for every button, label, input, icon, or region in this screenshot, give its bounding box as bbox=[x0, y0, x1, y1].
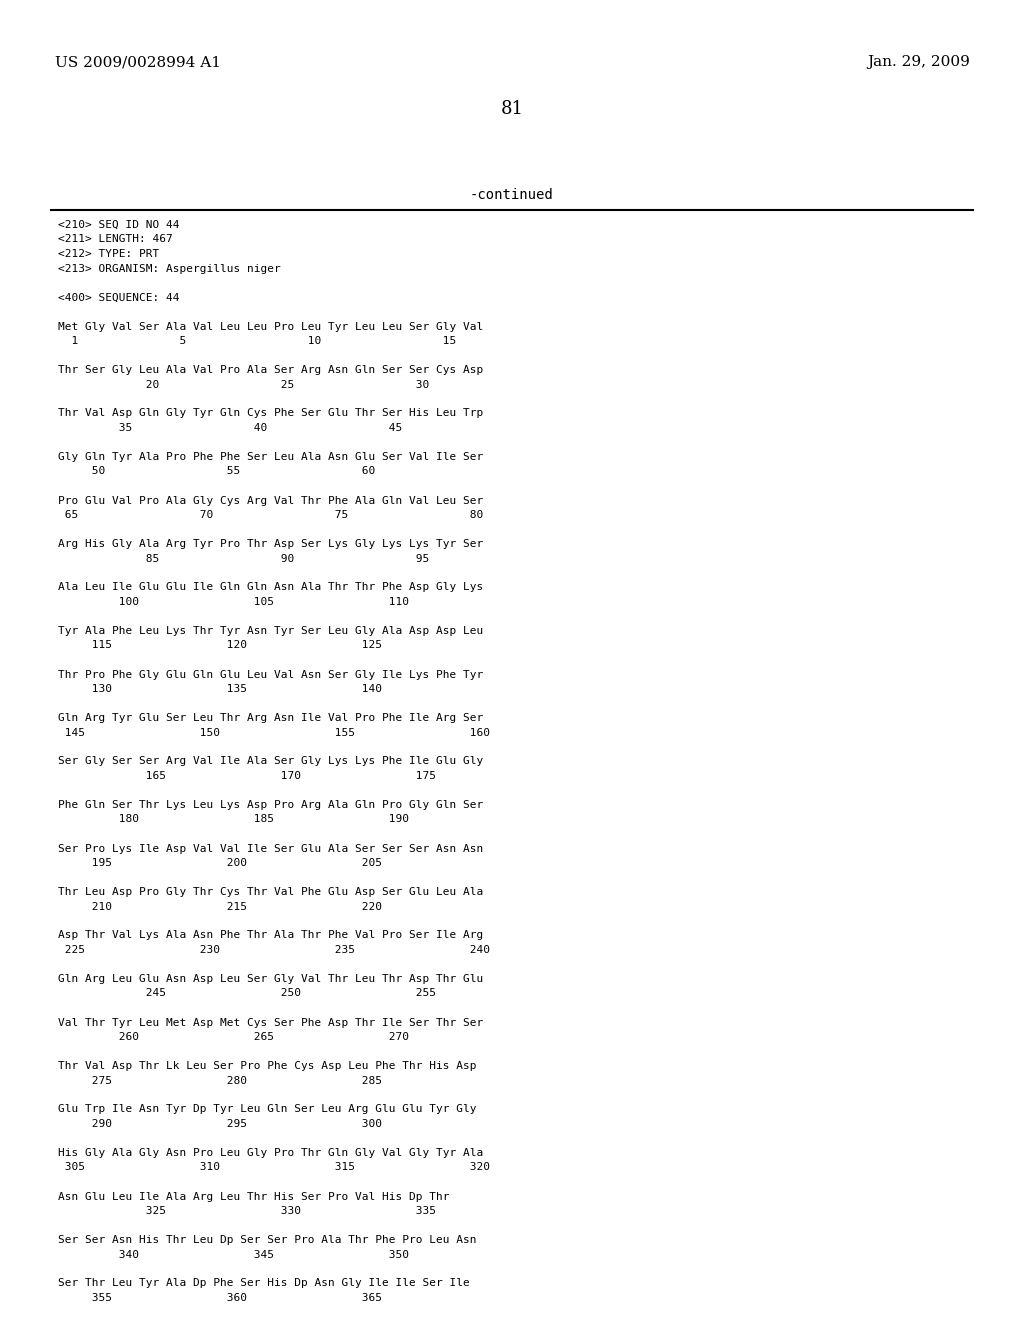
Text: Thr Leu Asp Pro Gly Thr Cys Thr Val Phe Glu Asp Ser Glu Leu Ala: Thr Leu Asp Pro Gly Thr Cys Thr Val Phe … bbox=[58, 887, 483, 898]
Text: Met Gly Val Ser Ala Val Leu Leu Pro Leu Tyr Leu Leu Ser Gly Val: Met Gly Val Ser Ala Val Leu Leu Pro Leu … bbox=[58, 322, 483, 331]
Text: 145                 150                 155                 160: 145 150 155 160 bbox=[58, 727, 490, 738]
Text: <211> LENGTH: 467: <211> LENGTH: 467 bbox=[58, 235, 173, 244]
Text: 290                 295                 300: 290 295 300 bbox=[58, 1119, 382, 1129]
Text: Ala Leu Ile Glu Glu Ile Gln Gln Asn Ala Thr Thr Phe Asp Gly Lys: Ala Leu Ile Glu Glu Ile Gln Gln Asn Ala … bbox=[58, 582, 483, 593]
Text: Ser Gly Ser Ser Arg Val Ile Ala Ser Gly Lys Lys Phe Ile Glu Gly: Ser Gly Ser Ser Arg Val Ile Ala Ser Gly … bbox=[58, 756, 483, 767]
Text: 130                 135                 140: 130 135 140 bbox=[58, 684, 382, 694]
Text: 225                 230                 235                 240: 225 230 235 240 bbox=[58, 945, 490, 954]
Text: Pro Glu Val Pro Ala Gly Cys Arg Val Thr Phe Ala Gln Val Leu Ser: Pro Glu Val Pro Ala Gly Cys Arg Val Thr … bbox=[58, 495, 483, 506]
Text: 65                  70                  75                  80: 65 70 75 80 bbox=[58, 510, 483, 520]
Text: <210> SEQ ID NO 44: <210> SEQ ID NO 44 bbox=[58, 220, 179, 230]
Text: 260                 265                 270: 260 265 270 bbox=[58, 1032, 409, 1041]
Text: 305                 310                 315                 320: 305 310 315 320 bbox=[58, 1163, 490, 1172]
Text: Asp Thr Val Lys Ala Asn Phe Thr Ala Thr Phe Val Pro Ser Ile Arg: Asp Thr Val Lys Ala Asn Phe Thr Ala Thr … bbox=[58, 931, 483, 940]
Text: Ser Thr Leu Tyr Ala Dp Phe Ser His Dp Asn Gly Ile Ile Ser Ile: Ser Thr Leu Tyr Ala Dp Phe Ser His Dp As… bbox=[58, 1279, 470, 1288]
Text: Tyr Ala Phe Leu Lys Thr Tyr Asn Tyr Ser Leu Gly Ala Asp Asp Leu: Tyr Ala Phe Leu Lys Thr Tyr Asn Tyr Ser … bbox=[58, 626, 483, 636]
Text: Phe Gln Ser Thr Lys Leu Lys Asp Pro Arg Ala Gln Pro Gly Gln Ser: Phe Gln Ser Thr Lys Leu Lys Asp Pro Arg … bbox=[58, 800, 483, 810]
Text: 20                  25                  30: 20 25 30 bbox=[58, 380, 429, 389]
Text: <213> ORGANISM: Aspergillus niger: <213> ORGANISM: Aspergillus niger bbox=[58, 264, 281, 273]
Text: Thr Val Asp Thr Lk Leu Ser Pro Phe Cys Asp Leu Phe Thr His Asp: Thr Val Asp Thr Lk Leu Ser Pro Phe Cys A… bbox=[58, 1061, 476, 1071]
Text: Val Thr Tyr Leu Met Asp Met Cys Ser Phe Asp Thr Ile Ser Thr Ser: Val Thr Tyr Leu Met Asp Met Cys Ser Phe … bbox=[58, 1018, 483, 1027]
Text: 50                  55                  60: 50 55 60 bbox=[58, 466, 375, 477]
Text: Asn Glu Leu Ile Ala Arg Leu Thr His Ser Pro Val His Dp Thr: Asn Glu Leu Ile Ala Arg Leu Thr His Ser … bbox=[58, 1192, 450, 1201]
Text: Thr Val Asp Gln Gly Tyr Gln Cys Phe Ser Glu Thr Ser His Leu Trp: Thr Val Asp Gln Gly Tyr Gln Cys Phe Ser … bbox=[58, 408, 483, 418]
Text: 85                  90                  95: 85 90 95 bbox=[58, 553, 429, 564]
Text: 275                 280                 285: 275 280 285 bbox=[58, 1076, 382, 1085]
Text: Glu Trp Ile Asn Tyr Dp Tyr Leu Gln Ser Leu Arg Glu Glu Tyr Gly: Glu Trp Ile Asn Tyr Dp Tyr Leu Gln Ser L… bbox=[58, 1105, 476, 1114]
Text: 81: 81 bbox=[501, 100, 523, 117]
Text: Ser Ser Asn His Thr Leu Dp Ser Ser Pro Ala Thr Phe Pro Leu Asn: Ser Ser Asn His Thr Leu Dp Ser Ser Pro A… bbox=[58, 1236, 476, 1245]
Text: Gln Arg Tyr Glu Ser Leu Thr Arg Asn Ile Val Pro Phe Ile Arg Ser: Gln Arg Tyr Glu Ser Leu Thr Arg Asn Ile … bbox=[58, 713, 483, 723]
Text: 35                  40                  45: 35 40 45 bbox=[58, 422, 402, 433]
Text: <212> TYPE: PRT: <212> TYPE: PRT bbox=[58, 249, 160, 259]
Text: 245                 250                 255: 245 250 255 bbox=[58, 989, 436, 998]
Text: Gln Arg Leu Glu Asn Asp Leu Ser Gly Val Thr Leu Thr Asp Thr Glu: Gln Arg Leu Glu Asn Asp Leu Ser Gly Val … bbox=[58, 974, 483, 983]
Text: 100                 105                 110: 100 105 110 bbox=[58, 597, 409, 607]
Text: His Gly Ala Gly Asn Pro Leu Gly Pro Thr Gln Gly Val Gly Tyr Ala: His Gly Ala Gly Asn Pro Leu Gly Pro Thr … bbox=[58, 1148, 483, 1158]
Text: 355                 360                 365: 355 360 365 bbox=[58, 1294, 382, 1303]
Text: 195                 200                 205: 195 200 205 bbox=[58, 858, 382, 869]
Text: <400> SEQUENCE: 44: <400> SEQUENCE: 44 bbox=[58, 293, 179, 302]
Text: 165                 170                 175: 165 170 175 bbox=[58, 771, 436, 781]
Text: 325                 330                 335: 325 330 335 bbox=[58, 1206, 436, 1216]
Text: Ser Pro Lys Ile Asp Val Val Ile Ser Glu Ala Ser Ser Ser Asn Asn: Ser Pro Lys Ile Asp Val Val Ile Ser Glu … bbox=[58, 843, 483, 854]
Text: Gly Gln Tyr Ala Pro Phe Phe Ser Leu Ala Asn Glu Ser Val Ile Ser: Gly Gln Tyr Ala Pro Phe Phe Ser Leu Ala … bbox=[58, 451, 483, 462]
Text: 1               5                  10                  15: 1 5 10 15 bbox=[58, 337, 457, 346]
Text: Thr Ser Gly Leu Ala Val Pro Ala Ser Arg Asn Gln Ser Ser Cys Asp: Thr Ser Gly Leu Ala Val Pro Ala Ser Arg … bbox=[58, 366, 483, 375]
Text: -continued: -continued bbox=[470, 187, 554, 202]
Text: Jan. 29, 2009: Jan. 29, 2009 bbox=[867, 55, 970, 69]
Text: 115                 120                 125: 115 120 125 bbox=[58, 640, 382, 651]
Text: Thr Pro Phe Gly Glu Gln Glu Leu Val Asn Ser Gly Ile Lys Phe Tyr: Thr Pro Phe Gly Glu Gln Glu Leu Val Asn … bbox=[58, 669, 483, 680]
Text: 180                 185                 190: 180 185 190 bbox=[58, 814, 409, 825]
Text: 340                 345                 350: 340 345 350 bbox=[58, 1250, 409, 1259]
Text: 210                 215                 220: 210 215 220 bbox=[58, 902, 382, 912]
Text: Arg His Gly Ala Arg Tyr Pro Thr Asp Ser Lys Gly Lys Lys Tyr Ser: Arg His Gly Ala Arg Tyr Pro Thr Asp Ser … bbox=[58, 539, 483, 549]
Text: US 2009/0028994 A1: US 2009/0028994 A1 bbox=[55, 55, 221, 69]
